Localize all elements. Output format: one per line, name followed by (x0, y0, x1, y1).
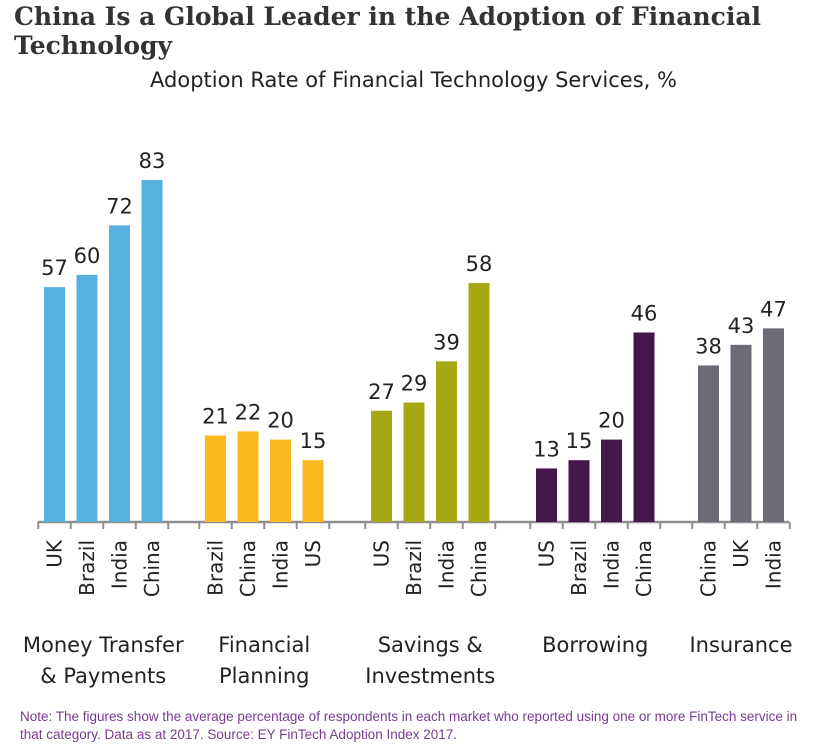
bar (536, 468, 557, 522)
data-label: 15 (300, 429, 327, 453)
data-label: 20 (267, 409, 294, 433)
bar (730, 344, 752, 522)
group-label: Investments (365, 664, 495, 688)
data-label: 13 (533, 437, 560, 461)
chart-title: China Is a Global Leader in the Adoption… (14, 2, 762, 60)
data-label: 57 (41, 256, 68, 280)
group-label: Savings & (378, 633, 483, 657)
data-label: 43 (728, 314, 755, 338)
category-label: Brazil (204, 540, 228, 596)
bar (109, 225, 130, 523)
group-label: Insurance (689, 633, 792, 657)
bar (698, 365, 719, 522)
category-label: China (632, 540, 656, 597)
data-label: 39 (433, 330, 460, 354)
bar (141, 180, 163, 523)
data-label: 15 (566, 429, 593, 453)
category-label: India (269, 540, 293, 589)
data-label: 29 (401, 372, 428, 396)
category-label: India (762, 540, 786, 589)
category-label: China (236, 540, 260, 597)
category-label: UK (43, 539, 67, 568)
data-label: 47 (760, 297, 787, 321)
data-label: 46 (631, 301, 658, 325)
data-label: 21 (202, 404, 229, 428)
bar (237, 431, 259, 522)
bar (468, 283, 490, 522)
category-label: India (108, 540, 132, 589)
data-label: 22 (235, 400, 262, 424)
bar (76, 274, 98, 522)
bar (371, 410, 392, 522)
bar (270, 439, 291, 522)
category-label: US (535, 540, 559, 567)
group-label: Planning (219, 664, 309, 688)
data-label: 38 (695, 334, 722, 358)
bar (44, 287, 65, 522)
bar (436, 361, 457, 522)
source-note: Note: The figures show the average perce… (20, 709, 798, 742)
group-label: & Payments (40, 664, 166, 688)
group-label: Money Transfer (23, 633, 184, 657)
bar (205, 435, 226, 522)
data-label: 20 (598, 409, 625, 433)
category-label: UK (729, 539, 753, 568)
bar (302, 460, 324, 522)
bar (568, 460, 590, 522)
category-label: US (301, 540, 325, 567)
category-label: India (600, 540, 624, 589)
category-label: China (140, 540, 164, 597)
data-label: 83 (139, 149, 166, 173)
bar-chart: 57 UK 60 Brazil 72 India 83 China Money Transfer… (23, 149, 793, 688)
bar (601, 439, 622, 522)
category-label: China (697, 540, 721, 597)
category-label: China (467, 540, 491, 597)
bar (763, 328, 784, 522)
category-label: Brazil (567, 540, 591, 596)
bar (633, 332, 655, 522)
chart-subtitle: Adoption Rate of Financial Technology Se… (150, 68, 677, 92)
data-label: 58 (466, 252, 493, 276)
group-label: Financial (218, 633, 310, 657)
data-label: 60 (74, 244, 101, 268)
category-label: Brazil (402, 540, 426, 596)
category-label: US (370, 540, 394, 567)
category-label: India (435, 540, 459, 589)
data-label: 27 (368, 380, 395, 404)
data-label: 72 (106, 194, 133, 218)
bar (403, 402, 425, 522)
group-label: Borrowing (542, 633, 648, 657)
category-label: Brazil (75, 540, 99, 596)
